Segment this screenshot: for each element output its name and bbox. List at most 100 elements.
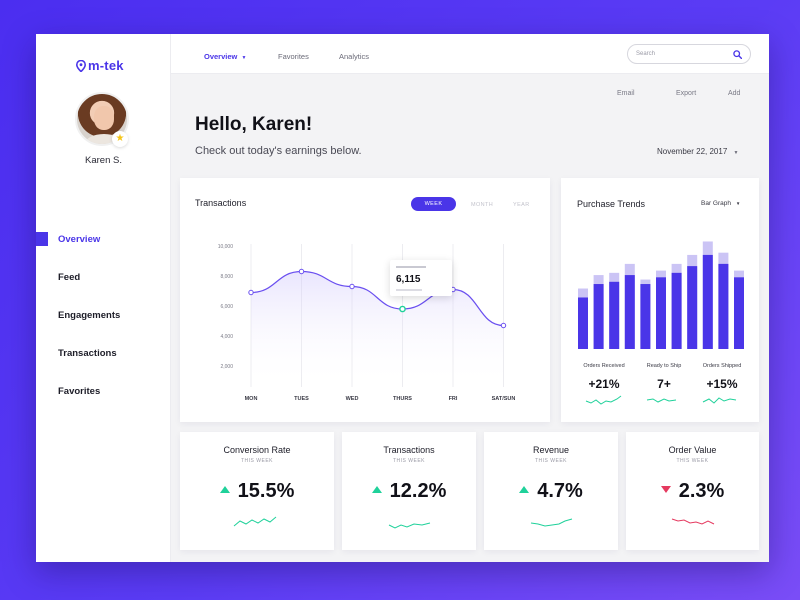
stat-card-order-value: Order Value THIS WEEK 2.3% — [626, 432, 759, 550]
sidebar-item-overview[interactable]: Overview — [36, 220, 171, 258]
purchase-trends-card: Purchase Trends Bar Graph ▼ Orders Recei… — [561, 178, 759, 422]
chevron-down-icon: ▼ — [733, 150, 739, 156]
range-year-button[interactable]: YEAR — [513, 202, 530, 208]
trend-up-icon — [219, 486, 230, 493]
export-button[interactable]: Export — [676, 90, 697, 97]
y-tick-label: 6,000 — [220, 304, 233, 310]
tab-overview[interactable]: Overview ▼ — [204, 52, 247, 61]
y-tick-label: 10,000 — [218, 244, 234, 250]
stat-value: 12.2% — [342, 480, 476, 503]
purchase-trends-title: Purchase Trends — [577, 199, 646, 209]
metric-label-orders-shipped: Orders Shipped — [702, 363, 742, 369]
logo[interactable]: m-tek — [76, 58, 124, 73]
stat-title: Order Value — [668, 445, 717, 455]
sparkline — [530, 518, 573, 527]
data-point — [248, 289, 254, 296]
stat-value: 15.5% — [180, 480, 334, 503]
bar — [687, 266, 698, 349]
search-placeholder: Search — [636, 51, 656, 57]
bar — [656, 277, 666, 349]
bar — [671, 272, 682, 349]
chart-tooltip: 6,115 — [390, 260, 452, 296]
metric-value-orders-shipped: +15% — [706, 377, 738, 391]
trend-up-icon — [371, 486, 382, 493]
metric-label-orders-received: Orders Received — [583, 363, 625, 369]
y-tick-label: 8,000 — [220, 274, 233, 280]
chart-type-dropdown[interactable]: Bar Graph ▼ — [701, 200, 741, 207]
stat-value: 4.7% — [484, 480, 618, 503]
sparkline — [646, 398, 677, 403]
y-tick-label: 2,000 — [220, 364, 233, 370]
stat-period: THIS WEEK — [392, 458, 425, 464]
x-tick-label: SAT/SUN — [492, 396, 516, 402]
sidebar: m-tek ★ Karen S. Overview Feed Engagemen… — [36, 34, 171, 562]
search-icon[interactable] — [733, 49, 742, 59]
page-subtitle: Check out today's earnings below. — [195, 145, 362, 157]
y-tick-label: 4,000 — [220, 334, 233, 340]
trend-down-icon — [660, 486, 671, 493]
sidebar-item-transactions[interactable]: Transactions — [58, 347, 117, 359]
sparkline — [585, 395, 622, 405]
page-title: Hello, Karen! — [195, 114, 313, 135]
sidebar-item-feed[interactable]: Feed — [58, 271, 81, 283]
stat-period: THIS WEEK — [240, 458, 273, 464]
x-tick-label: THURS — [393, 396, 412, 402]
sidebar-item-engagements[interactable]: Engagements — [58, 309, 121, 321]
x-tick-label: MON — [245, 396, 258, 402]
stat-card-conversion-rate: Conversion Rate THIS WEEK 15.5% — [180, 432, 334, 550]
stat-period: THIS WEEK — [676, 458, 709, 464]
location-pin-icon — [76, 59, 86, 72]
transactions-title: Transactions — [195, 198, 247, 208]
transactions-line-chart: MON TUES WED THURS FRI SAT/SUN 10,000 8,000 6,00… — [218, 244, 516, 402]
metric-value-orders-received: +21% — [588, 377, 620, 391]
brand-name: m-tek — [88, 58, 124, 73]
bar — [640, 284, 651, 349]
email-button[interactable]: Email — [617, 90, 635, 97]
x-tick-label: TUES — [294, 396, 309, 402]
date-label: November 22, 2017 — [657, 147, 728, 156]
avatar[interactable] — [75, 92, 129, 146]
search-input[interactable]: Search — [627, 44, 751, 64]
bar — [593, 284, 604, 349]
sidebar-nav: Overview Feed Engagements Transactions F… — [36, 220, 171, 410]
date-selector[interactable]: November 22, 2017 ▼ — [657, 147, 738, 156]
add-button[interactable]: Add — [728, 90, 741, 97]
transactions-card: Transactions WEEK MONTH YEAR MON TUES WED T… — [180, 178, 550, 422]
bar — [578, 297, 588, 349]
sparkline — [388, 522, 431, 529]
stat-card-revenue: Revenue THIS WEEK 4.7% — [484, 432, 618, 550]
metric-sparklines — [585, 395, 737, 405]
data-point — [298, 268, 305, 275]
bar — [734, 277, 744, 349]
data-point — [399, 305, 406, 313]
tab-analytics[interactable]: Analytics — [339, 52, 370, 61]
sparkline — [233, 516, 277, 527]
x-tick-label: FRI — [449, 396, 458, 402]
sidebar-item-favorites[interactable]: Favorites — [58, 385, 101, 397]
top-bar: Overview ▼ Favorites Analytics Search — [171, 34, 769, 74]
data-point — [349, 283, 355, 290]
series-line — [250, 270, 504, 327]
bar — [702, 254, 713, 349]
app-window: m-tek ★ Karen S. Overview Feed Engagemen… — [36, 34, 769, 562]
stat-title: Conversion Rate — [223, 445, 291, 455]
chevron-down-icon: ▼ — [735, 201, 741, 206]
sparkline — [702, 397, 737, 404]
metric-value-ready-to-ship: 7+ — [657, 377, 671, 391]
stat-value: 2.3% — [626, 480, 759, 503]
x-tick-label: WED — [346, 396, 359, 402]
star-icon: ★ — [112, 131, 128, 147]
data-point — [500, 322, 507, 329]
range-month-button[interactable]: MONTH — [471, 202, 494, 208]
bar — [609, 281, 620, 349]
chevron-down-icon: ▼ — [241, 55, 247, 61]
stat-card-transactions: Transactions THIS WEEK 12.2% — [342, 432, 476, 550]
range-week-button[interactable]: WEEK — [411, 197, 456, 211]
stat-period: THIS WEEK — [534, 458, 567, 464]
metric-label-ready-to-ship: Ready to Ship — [646, 363, 682, 369]
tab-favorites[interactable]: Favorites — [278, 52, 309, 61]
sparkline — [671, 518, 715, 525]
purchase-trends-bar-chart — [578, 241, 744, 349]
bar — [624, 275, 635, 349]
user-name: Karen S. — [85, 155, 122, 166]
